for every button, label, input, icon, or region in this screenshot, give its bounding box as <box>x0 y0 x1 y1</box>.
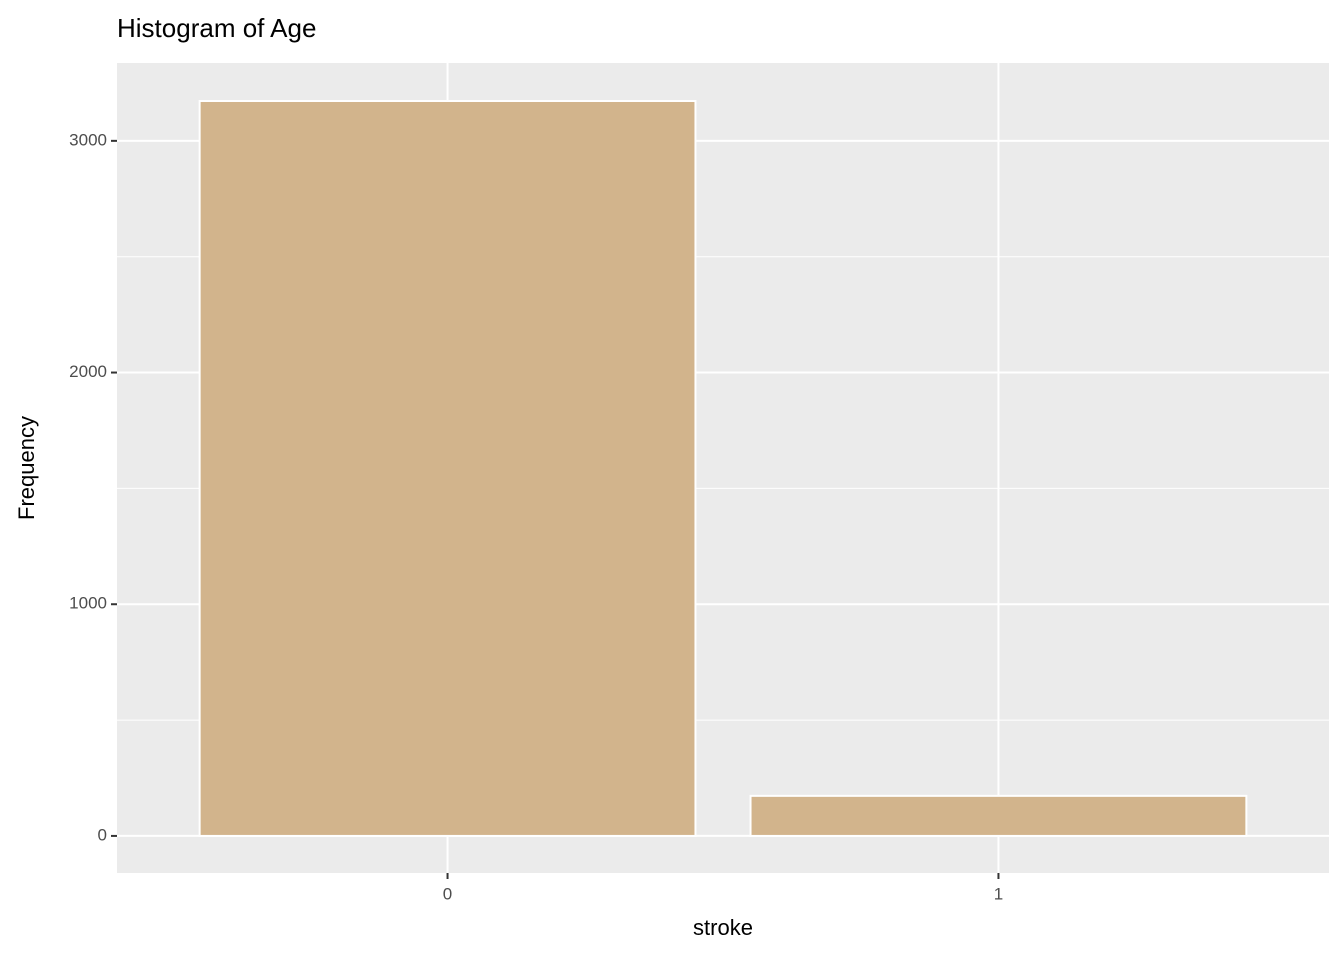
x-tick-label: 0 <box>443 884 452 903</box>
y-tick-label: 1000 <box>69 594 107 613</box>
chart-title: Histogram of Age <box>117 13 316 43</box>
x-axis-label: stroke <box>693 915 753 940</box>
marks <box>198 99 1248 837</box>
bar <box>749 794 1248 837</box>
y-axis-label: Frequency <box>14 416 39 520</box>
y-tick-label: 0 <box>98 825 107 844</box>
bar <box>198 99 697 837</box>
y-tick-label: 2000 <box>69 362 107 381</box>
x-tick-label: 1 <box>994 884 1003 903</box>
y-tick-label: 3000 <box>69 130 107 149</box>
